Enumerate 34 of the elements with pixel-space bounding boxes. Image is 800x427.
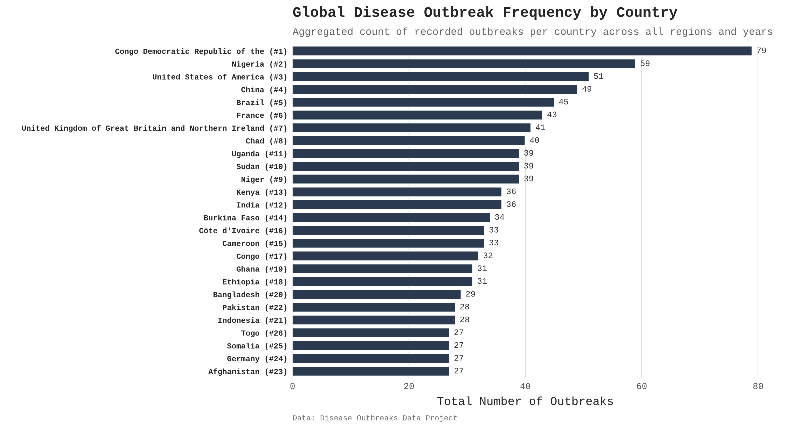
data-label: 40 [530, 137, 540, 144]
data-label: 39 [524, 163, 534, 169]
chart-title: Global Disease Outbreak Frequency by Country [293, 6, 678, 20]
data-label: 31 [478, 278, 487, 284]
data-label: 41 [536, 124, 546, 130]
x-tick-label: 60 [637, 383, 647, 390]
data-label: 32 [484, 252, 493, 258]
x-tick-label: 40 [520, 383, 530, 390]
data-label: 36 [507, 188, 516, 194]
x-tick-label: 0 [290, 383, 295, 390]
data-label: 27 [454, 330, 464, 336]
data-label: 29 [466, 291, 476, 297]
data-label: 27 [454, 342, 464, 348]
chart-subtitle: Aggregated count of recorded outbreaks per country across all regions and years [292, 28, 773, 38]
data-label: 43 [548, 112, 557, 118]
data-label: 33 [490, 240, 498, 246]
data-label: 45 [559, 99, 568, 105]
x-tick-label: 80 [754, 383, 764, 390]
data-label: 79 [757, 48, 766, 54]
x-axis-title: Total Number of Outbreaks [437, 396, 614, 406]
data-label: 28 [460, 304, 470, 310]
data-label: 59 [640, 60, 650, 66]
data-label: 27 [454, 355, 464, 361]
data-label: 39 [524, 150, 534, 156]
data-label: 36 [507, 202, 516, 208]
data-label: 51 [594, 74, 604, 80]
data-label: 39 [524, 176, 534, 182]
data-label: 28 [460, 316, 470, 322]
data-label: 27 [454, 368, 464, 374]
data-label: 34 [495, 214, 504, 220]
data-label: 49 [582, 86, 592, 92]
data-label: 31 [478, 266, 487, 272]
data-label: 33 [490, 227, 498, 233]
x-tick-label: 20 [404, 383, 414, 390]
